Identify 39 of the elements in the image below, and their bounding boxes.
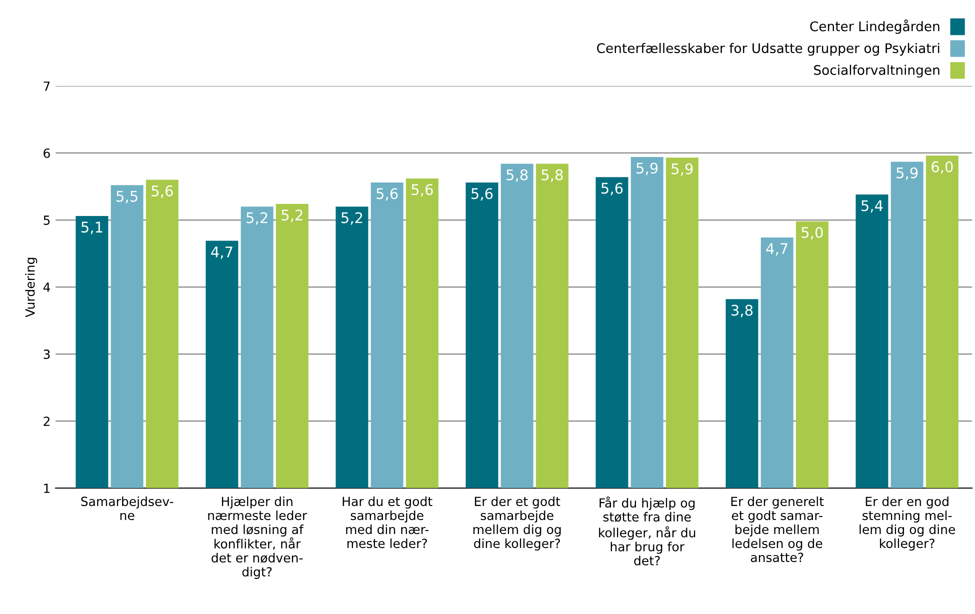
data-label: 5,6 <box>376 188 398 201</box>
data-label: 5,9 <box>896 167 918 180</box>
y-tick-label: 1 <box>44 484 50 493</box>
data-label: 5,2 <box>246 212 268 225</box>
x-tick-label: Samarbejdsev- ne <box>81 496 174 520</box>
data-label: 5,2 <box>282 210 302 222</box>
data-label: 3,8 <box>731 304 753 318</box>
y-tick-label: 2 <box>44 416 50 426</box>
data-label: 5,1 <box>82 222 102 234</box>
data-label: 4,7 <box>211 246 232 259</box>
data-label: 5,0 <box>802 226 823 240</box>
data-label: 5,5 <box>116 190 138 204</box>
legend-label: Socialforvaltningen <box>814 64 940 78</box>
data-label: 5,2 <box>342 212 362 225</box>
data-label: 5,8 <box>542 169 563 182</box>
y-tick-label: 6 <box>44 148 50 158</box>
data-label: 5,6 <box>472 188 493 201</box>
legend-label: Centerfællesskaber for Udsatte grupper og Psykiatri <box>596 42 940 56</box>
data-label: 5,6 <box>152 185 173 198</box>
x-tick-label: Er der et godt samarbejde mellem dig og dine kolleger? <box>473 496 561 551</box>
data-label: 6,0 <box>932 161 953 174</box>
data-label: 4,7 <box>766 243 788 256</box>
data-label: 5,9 <box>636 162 658 176</box>
data-label: 5,8 <box>506 169 528 182</box>
x-tick-label: Er der en god stemning mel- lem dig og dine kolleger? <box>860 496 956 551</box>
data-label: 5,4 <box>862 200 883 213</box>
x-tick-label: Hjælper din nærmeste leder med løsning af konflikter, når det er nødven- digt? <box>208 496 308 579</box>
y-tick-label: 4 <box>43 282 50 292</box>
legend-label: Center Lindegården <box>810 20 940 34</box>
data-label: 5,9 <box>672 163 693 176</box>
y-tick-label: 7 <box>44 82 50 91</box>
y-tick-label: 5 <box>44 216 50 225</box>
y-axis-title: Vurdering <box>25 258 38 318</box>
x-tick-label: Har du et godt samarbejde med din nær- meste leder? <box>342 496 432 548</box>
data-label: 5,6 <box>412 184 433 197</box>
x-tick-label: Får du hjælp og støtte fra dine kolleger, når du har brug for det? <box>599 496 696 566</box>
x-tick-label: Er der generelt et godt samar- bejde mellem ledelsen og de ansatte? <box>731 496 824 562</box>
data-label: 5,6 <box>602 182 623 196</box>
y-tick-label: 3 <box>44 350 50 359</box>
